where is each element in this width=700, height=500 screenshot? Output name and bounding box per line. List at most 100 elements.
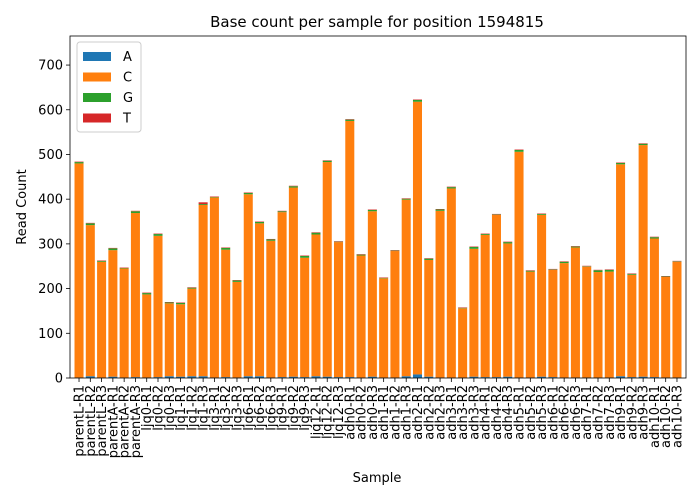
bar-G-ljq0-R3 (164, 302, 174, 304)
y-tick-label: 400 (38, 193, 63, 208)
bar-C-ljq0-R2 (153, 235, 163, 378)
y-axis-label: Read Count (15, 169, 30, 244)
chart-title: Base count per sample for position 15948… (210, 13, 544, 31)
bar-C-ljq6-R3 (266, 240, 276, 378)
bar-A-ljq9-R2 (288, 376, 298, 378)
x-tick-label: ljq3-R1 (208, 385, 223, 431)
x-tick-label: adh10-R1 (648, 385, 663, 448)
bar-G-ljq0-R2 (153, 234, 163, 236)
bar-C-adh6-R3 (570, 247, 580, 378)
bar-C-ljq0-R1 (142, 294, 152, 378)
x-tick-label: parentA-R3 (129, 385, 144, 458)
x-tick-label: ljq0-R3 (163, 385, 178, 431)
bar-A-ljq12-R2 (322, 376, 332, 378)
bar-C-adh10-R2 (661, 276, 671, 378)
x-tick-label: adh6-R1 (546, 385, 561, 440)
bar-A-ljq6-R2 (255, 376, 265, 378)
x-tick-label: adh5-R1 (513, 385, 528, 440)
bar-C-adh5-R2 (525, 271, 535, 378)
bar-G-adh10-R1 (649, 237, 659, 239)
bar-C-ljq3-R1 (209, 197, 219, 378)
bar-A-ljq6-R1 (243, 376, 253, 378)
x-tick-label: adh6-R2 (558, 385, 573, 440)
x-tick-label: ljq1-R1 (174, 385, 189, 431)
bar-C-ljq6-R1 (243, 194, 253, 377)
y-tick-label: 500 (38, 148, 63, 163)
bar-A-ljq0-R3 (164, 376, 174, 378)
x-tick-label: adh2-R2 (422, 385, 437, 440)
x-tick-label: adh7-R2 (592, 385, 607, 440)
y-tick-label: 300 (38, 237, 63, 252)
bar-G-adh9-R3 (638, 143, 648, 146)
bar-C-adh1-R1 (379, 278, 389, 378)
bar-G-parentL-R1 (74, 162, 84, 164)
x-tick-label: adh9-R2 (625, 385, 640, 440)
x-tick-label: parentA-R1 (106, 385, 121, 458)
x-tick-label: adh5-R2 (524, 385, 539, 440)
bar-C-adh9-R3 (638, 145, 648, 377)
bar-C-ljq3-R2 (221, 249, 231, 378)
bar-A-ljq1-R1 (176, 376, 186, 378)
bar-C-ljq0-R3 (164, 303, 174, 377)
bar-C-adh2-R3 (435, 210, 445, 378)
x-tick-label: adh1-R1 (377, 385, 392, 440)
bar-C-adh7-R2 (593, 272, 603, 378)
x-tick-label: adh10-R2 (659, 385, 674, 448)
bar-C-ljq12-R1 (311, 234, 321, 377)
bar-G-parentA-R3 (130, 211, 140, 214)
x-tick-label: adh4-R3 (501, 385, 516, 440)
bar-G-ljq9-R3 (300, 255, 310, 258)
bar-G-adh2-R3 (435, 209, 445, 211)
bar-A-ljq9-R1 (277, 377, 287, 378)
legend-label-A: A (123, 50, 132, 65)
y-tick-label: 0 (55, 372, 63, 387)
x-tick-label: ljq3-R3 (230, 385, 245, 431)
bar-C-adh0-R1 (345, 120, 355, 378)
x-tick-label: ljq12-R2 (321, 385, 336, 439)
x-tick-label: adh4-R1 (479, 385, 494, 440)
bar-C-parentL-R2 (85, 225, 95, 377)
x-tick-label: adh2-R1 (411, 385, 426, 440)
legend-label-C: C (123, 71, 132, 86)
x-tick-label: ljq1-R2 (185, 385, 200, 431)
x-tick-label: adh7-R1 (580, 385, 595, 440)
bar-G-adh5-R2 (525, 270, 535, 272)
bar-C-adh7-R1 (582, 266, 592, 378)
bar-A-adh0-R3 (367, 376, 377, 378)
x-tick-label: adh2-R3 (434, 385, 449, 440)
bar-G-parentL-R3 (97, 260, 107, 262)
bar-A-adh5-R3 (537, 376, 547, 378)
legend-swatch-G (83, 93, 111, 102)
bar-A-ljq3-R2 (221, 377, 231, 378)
bar-C-ljq6-R2 (255, 223, 265, 377)
x-tick-label: parentL-R2 (84, 385, 99, 457)
bar-G-ljq0-R1 (142, 293, 152, 295)
x-tick-label: ljq0-R1 (140, 385, 155, 431)
bar-C-adh6-R1 (548, 269, 558, 378)
x-tick-label: ljq9-R3 (298, 385, 313, 431)
x-tick-label: adh1-R2 (388, 385, 403, 440)
bars-group (74, 99, 682, 378)
plot-frame (69, 35, 687, 379)
x-tick-label: parentA-R2 (118, 385, 133, 458)
bar-C-ljq1-R2 (187, 288, 197, 377)
bar-G-adh7-R3 (604, 269, 614, 272)
bar-G-adh0-R1 (345, 119, 355, 121)
x-tick-label: adh4-R2 (490, 385, 505, 440)
bar-G-ljq6-R2 (255, 221, 265, 224)
x-tick-label: parentL-R1 (73, 385, 88, 457)
x-tick-label: ljq1-R3 (197, 385, 212, 431)
bar-C-adh2-R1 (412, 101, 422, 375)
bar-G-adh3-R1 (446, 187, 456, 189)
x-tick-label: ljq6-R1 (242, 385, 257, 431)
x-tick-label: ljq0-R2 (152, 385, 167, 431)
bar-C-adh1-R3 (401, 199, 411, 377)
legend-label-T: T (122, 112, 131, 127)
bar-G-ljq3-R2 (221, 247, 231, 250)
x-tick-label: adh3-R3 (467, 385, 482, 440)
bar-C-ljq12-R3 (334, 242, 344, 378)
bar-A-adh4-R3 (503, 376, 513, 378)
bar-A-ljq9-R3 (300, 377, 310, 378)
x-tick-label: ljq9-R1 (276, 385, 291, 431)
